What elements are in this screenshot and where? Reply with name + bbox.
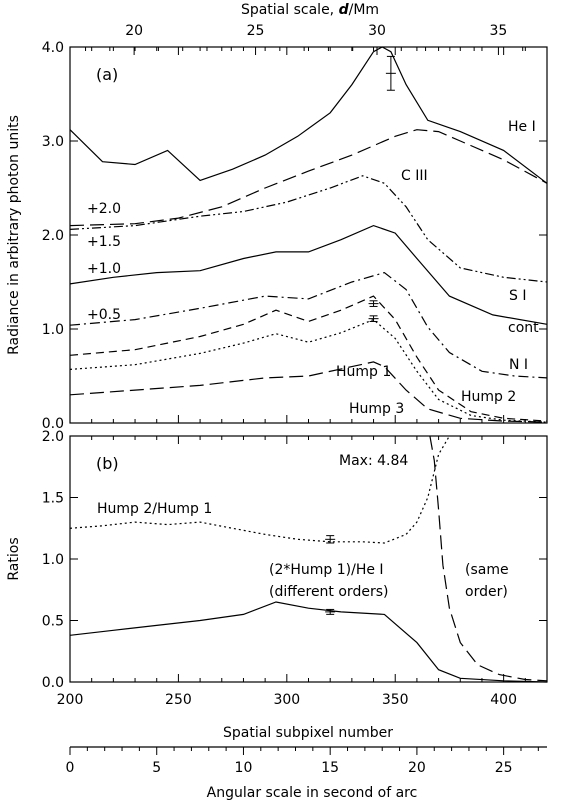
x-tick-label: 200 (57, 692, 84, 708)
top-tick-label: 35 (490, 23, 508, 39)
annotation-hump-3: Hump 3 (349, 401, 404, 417)
series-label-hump2-hump1: Hump 2/Hump 1 (97, 501, 212, 517)
angular-tick-label: 0 (66, 760, 75, 776)
x-tick-label: 300 (273, 692, 300, 708)
error-bar (385, 55, 396, 91)
y-tick-label: 2.0 (42, 429, 64, 445)
series-label-c-iii: C III (401, 168, 428, 184)
annotation-max: Max: 4.84 (339, 453, 408, 469)
panel-a-series-hump-3 (69, 361, 548, 423)
panel-a-series (69, 46, 548, 423)
panel-a-series-c-iii (69, 129, 548, 227)
panel-b-y-ticks: 0.0 0.5 1.0 1.5 2.0 (42, 429, 547, 691)
y-axis-label-radiance: Radiance in arbitrary photon units (6, 115, 22, 355)
panel-b-series-2-hump-1-he-i (69, 601, 548, 683)
y-tick-label: 0.5 (42, 614, 64, 630)
y-tick-label: 1.5 (42, 491, 64, 507)
error-bar (368, 315, 379, 322)
panel-b-series (69, 435, 548, 683)
angular-tick-label: 5 (152, 760, 161, 776)
series-label-he-i: He I (508, 119, 536, 135)
annotation-hump-1: Hump 1 (336, 364, 391, 380)
panel-b: (b) 0.0 0.5 1.0 1.5 2.0 200 250 300 350 400 Max:… (42, 429, 548, 708)
panel-a-series-n-i (69, 271, 548, 379)
panel-a-series-he-i (69, 46, 548, 184)
panel-b-series-same-order (429, 435, 548, 682)
x-tick-label: 400 (490, 692, 517, 708)
y-tick-label: 1.0 (42, 552, 64, 568)
panel-b-series-hump-2-hump-1 (69, 435, 450, 544)
error-bar (368, 300, 379, 307)
offset-label-1-0: +1.0 (87, 261, 121, 277)
y-axis-label-ratios: Ratios (6, 537, 22, 580)
panel-a: (a) 0.01.02.03.04.0 He I C III S I cont … (42, 40, 548, 432)
y-tick-label: 4.0 (42, 40, 64, 56)
top-axis-ticks: 20 25 30 35 (85, 23, 548, 55)
y-tick-label: 3.0 (42, 134, 64, 150)
series-label-cont: cont (508, 320, 539, 336)
y-tick-label: 0.0 (42, 675, 64, 691)
y-tick-label: 1.0 (42, 322, 64, 338)
panel-a-series-cont (69, 224, 548, 325)
annotation-different-orders: (different orders) (269, 584, 388, 600)
top-axis-label: Spatial scale, d/Mm (241, 2, 379, 18)
panel-b-label: (b) (96, 454, 119, 473)
x-tick-label: 250 (165, 692, 192, 708)
angular-tick-label: 15 (321, 760, 339, 776)
panel-a-y-ticks: 0.0 1.0 2.0 3.0 4.0 (42, 40, 547, 432)
top-tick-label: 30 (368, 23, 386, 39)
y-tick-label: 0.0 (42, 416, 64, 432)
panel-b-error-bars (325, 535, 336, 615)
top-tick-label: 20 (125, 23, 143, 39)
offset-label-1-5: +1.5 (87, 234, 121, 250)
series-label-s-i: S I (509, 288, 526, 304)
angular-tick-label: 20 (408, 760, 426, 776)
panel-b-frame (69, 435, 548, 683)
panel-a-x-ticks (69, 47, 548, 423)
top-tick-label: 25 (247, 23, 265, 39)
annotation-order: order) (465, 584, 508, 600)
angular-axis-ticks: 0 5 10 15 20 25 (66, 747, 539, 776)
annotation-2-hump1-he-i: (2*Hump 1)/He I (269, 562, 384, 578)
offset-label-2-0: +2.0 (87, 201, 121, 217)
y-tick-label: 2.0 (42, 228, 64, 244)
panel-a-series-hump-1 (69, 318, 548, 423)
series-label-n-i: N I (509, 357, 528, 373)
panel-a-label: (a) (96, 65, 118, 84)
x-tick-label: 350 (382, 692, 409, 708)
angular-tick-label: 25 (495, 760, 513, 776)
panel-b-x-ticks: 200 250 300 350 400 (57, 436, 548, 708)
error-bar (325, 535, 336, 544)
x-axis-label-subpixel: Spatial subpixel number (223, 725, 393, 741)
angular-axis-label: Angular scale in second of arc (207, 785, 418, 801)
offset-label-0-5: +0.5 (87, 307, 121, 323)
annotation-hump-2: Hump 2 (461, 389, 516, 405)
panel-a-error-bars (368, 55, 396, 322)
panel-a-frame (69, 46, 548, 424)
angular-tick-label: 10 (235, 760, 253, 776)
error-bar (325, 608, 336, 615)
panel-a-series-s-i (69, 175, 548, 283)
annotation-same: (same (465, 562, 509, 578)
